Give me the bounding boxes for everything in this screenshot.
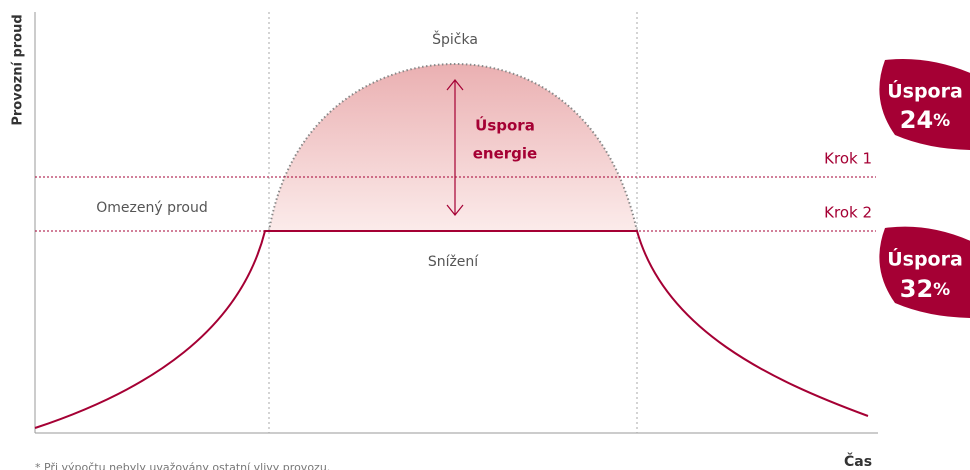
- current-curve: [34, 230, 869, 429]
- y-axis-label: Provozní proud: [11, 14, 26, 125]
- saving-label: Úspora: [475, 116, 535, 135]
- badge-title: Úspora: [887, 247, 963, 271]
- badge-title: Úspora: [887, 79, 963, 103]
- footnote: * Při výpočtu nebyly uvažovány ostatní v…: [35, 461, 330, 470]
- limited-label: Omezený proud: [96, 200, 208, 216]
- badge-value: 32%: [900, 275, 950, 303]
- reduction-label: Snížení: [428, 254, 479, 270]
- badge-value: 24%: [900, 106, 950, 134]
- saving-area: [269, 64, 637, 231]
- step2-label: Krok 2: [824, 204, 872, 222]
- peak-label: Špička: [432, 30, 478, 48]
- x-axis-label: Čas: [844, 452, 872, 470]
- badge: Úspora 24%: [879, 59, 970, 150]
- saving-arrow: [446, 79, 464, 216]
- step1-label: Krok 1: [824, 150, 872, 168]
- badge: Úspora 32%: [879, 226, 970, 318]
- peak-curve: [268, 62, 638, 232]
- saving-label: energie: [473, 145, 537, 163]
